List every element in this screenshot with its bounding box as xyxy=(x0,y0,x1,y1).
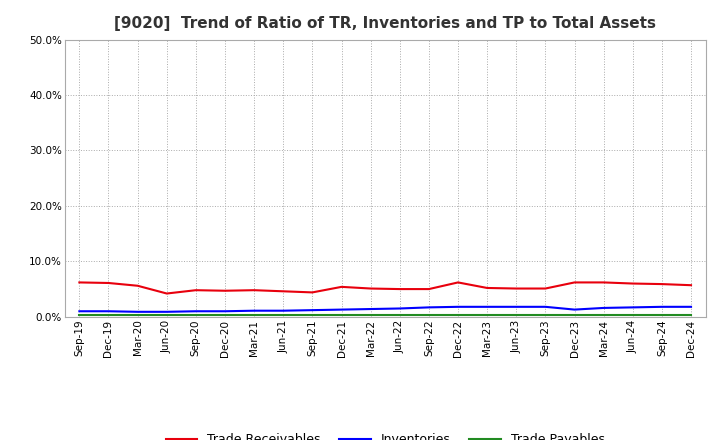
Trade Receivables xyxy=(133,283,142,288)
Trade Receivables xyxy=(366,286,375,291)
Trade Payables xyxy=(570,312,579,318)
Inventories xyxy=(250,308,258,313)
Inventories xyxy=(192,308,200,314)
Trade Receivables xyxy=(483,285,492,290)
Trade Payables xyxy=(541,312,550,318)
Trade Payables xyxy=(657,312,666,318)
Trade Payables xyxy=(250,312,258,318)
Trade Payables xyxy=(220,312,229,318)
Trade Receivables xyxy=(104,280,113,286)
Trade Payables xyxy=(163,312,171,318)
Inventories xyxy=(337,307,346,312)
Inventories xyxy=(629,305,637,310)
Legend: Trade Receivables, Inventories, Trade Payables: Trade Receivables, Inventories, Trade Pa… xyxy=(161,429,610,440)
Inventories xyxy=(483,304,492,309)
Inventories xyxy=(599,305,608,311)
Trade Receivables xyxy=(163,291,171,296)
Trade Payables xyxy=(395,312,404,318)
Inventories xyxy=(220,308,229,314)
Trade Payables xyxy=(629,312,637,318)
Line: Trade Receivables: Trade Receivables xyxy=(79,282,691,293)
Trade Payables xyxy=(75,312,84,318)
Trade Receivables xyxy=(220,288,229,293)
Line: Inventories: Inventories xyxy=(79,307,691,312)
Trade Receivables xyxy=(454,280,462,285)
Trade Payables xyxy=(133,312,142,318)
Inventories xyxy=(366,306,375,312)
Trade Receivables xyxy=(395,286,404,292)
Inventories xyxy=(279,308,287,313)
Trade Payables xyxy=(104,312,113,318)
Trade Receivables xyxy=(75,280,84,285)
Inventories xyxy=(75,308,84,314)
Title: [9020]  Trend of Ratio of TR, Inventories and TP to Total Assets: [9020] Trend of Ratio of TR, Inventories… xyxy=(114,16,656,32)
Inventories xyxy=(454,304,462,309)
Trade Payables xyxy=(599,312,608,318)
Trade Receivables xyxy=(308,290,317,295)
Inventories xyxy=(104,308,113,314)
Trade Payables xyxy=(454,312,462,318)
Inventories xyxy=(687,304,696,309)
Trade Receivables xyxy=(570,280,579,285)
Trade Payables xyxy=(512,312,521,318)
Trade Receivables xyxy=(599,280,608,285)
Inventories xyxy=(395,306,404,311)
Inventories xyxy=(308,308,317,313)
Trade Payables xyxy=(366,312,375,318)
Trade Receivables xyxy=(541,286,550,291)
Trade Receivables xyxy=(629,281,637,286)
Trade Payables xyxy=(337,312,346,318)
Trade Payables xyxy=(425,312,433,318)
Trade Receivables xyxy=(337,284,346,290)
Inventories xyxy=(163,309,171,315)
Trade Receivables xyxy=(425,286,433,292)
Trade Receivables xyxy=(687,282,696,288)
Trade Receivables xyxy=(657,282,666,287)
Trade Payables xyxy=(483,312,492,318)
Inventories xyxy=(512,304,521,309)
Trade Payables xyxy=(279,312,287,318)
Trade Payables xyxy=(192,312,200,318)
Trade Receivables xyxy=(512,286,521,291)
Trade Receivables xyxy=(250,288,258,293)
Inventories xyxy=(541,304,550,309)
Inventories xyxy=(570,307,579,312)
Trade Payables xyxy=(308,312,317,318)
Inventories xyxy=(657,304,666,309)
Inventories xyxy=(425,305,433,310)
Trade Payables xyxy=(687,312,696,318)
Trade Receivables xyxy=(192,288,200,293)
Inventories xyxy=(133,309,142,315)
Trade Receivables xyxy=(279,289,287,294)
